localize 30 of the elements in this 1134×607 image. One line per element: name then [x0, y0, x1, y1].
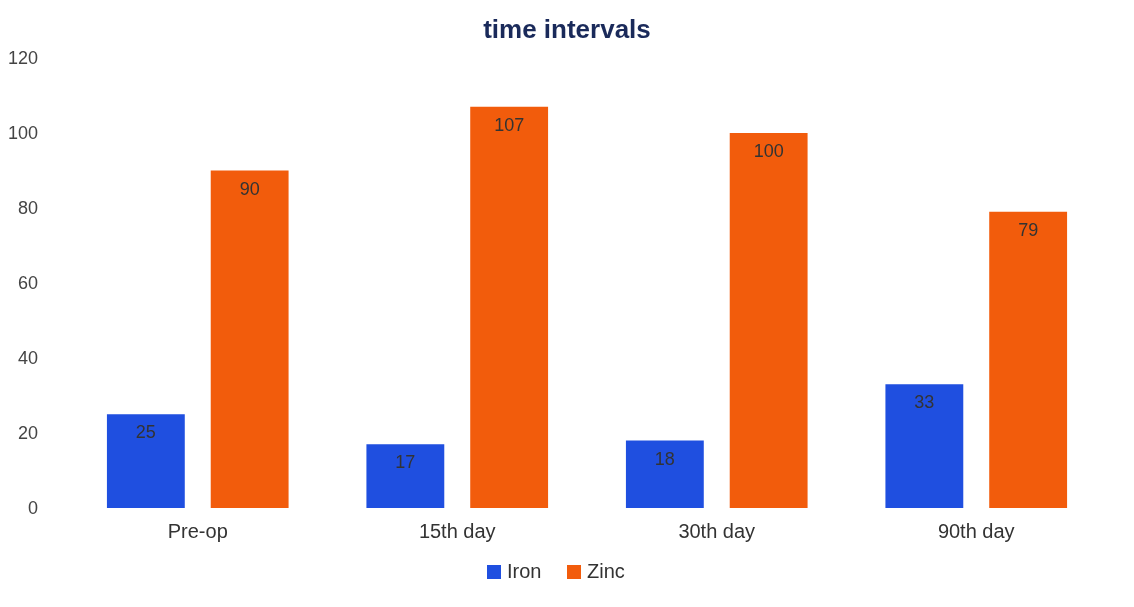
chart-title: time intervals [483, 14, 651, 44]
data-label: 25 [135, 422, 156, 443]
bar [366, 444, 445, 508]
y-tick-label: 40 [17, 348, 38, 368]
bar [729, 133, 808, 508]
y-tick-label: 20 [17, 423, 38, 443]
legend-label: Zinc [587, 560, 625, 582]
data-label: 107 [494, 114, 525, 135]
x-tick-label: 30th day [678, 520, 756, 542]
bar [989, 211, 1068, 508]
x-tick-label: 90th day [937, 520, 1015, 542]
y-tick-label: 0 [27, 498, 38, 518]
data-label: 90 [239, 178, 260, 199]
y-tick-label: 100 [7, 123, 38, 143]
x-tick-label: 15th day [418, 520, 496, 542]
y-tick-label: 120 [7, 48, 38, 68]
y-tick-label: 60 [17, 273, 38, 293]
data-label: 79 [1018, 219, 1039, 240]
bar [625, 440, 704, 508]
legend-label: Iron [507, 560, 542, 582]
data-label: 33 [914, 392, 935, 413]
y-tick-label: 80 [17, 198, 38, 218]
bar [106, 414, 185, 508]
data-label: 100 [753, 141, 784, 161]
data-label: 18 [654, 448, 675, 469]
bar [210, 170, 289, 508]
bar [885, 384, 964, 508]
x-tick-label: Pre-op [167, 520, 228, 542]
bar [470, 106, 549, 508]
data-label: 17 [395, 452, 416, 473]
